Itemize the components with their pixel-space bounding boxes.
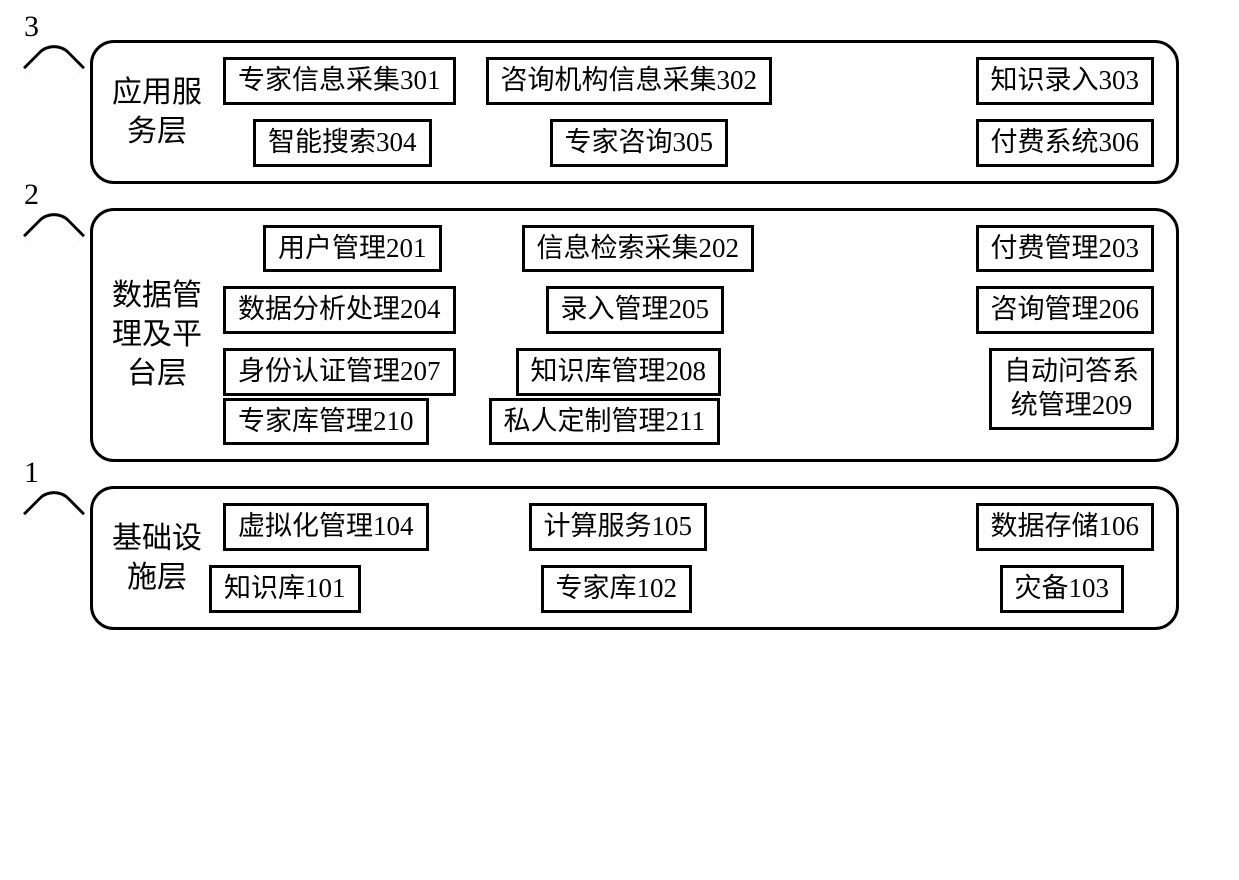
box-206: 咨询管理206 — [976, 286, 1155, 334]
box-201: 用户管理201 — [263, 225, 442, 273]
layer-3: 应用服 务层 专家信息采集301 咨询机构信息采集302 知识录入303 智能搜… — [90, 40, 1179, 184]
box-207: 身份认证管理207 — [223, 348, 456, 396]
box-210: 专家库管理210 — [223, 398, 429, 446]
layer-number-2: 2 — [24, 178, 39, 212]
layer-2: 数据管 理及平 台层 用户管理201 信息检索采集202 付费管理203 数据分… — [90, 208, 1179, 463]
layer-3-wrap: 3 应用服 务层 专家信息采集301 咨询机构信息采集302 知识录入303 智… — [90, 40, 1179, 184]
box-101: 知识库101 — [209, 565, 361, 613]
layer-2-row-3: 专家库管理210 私人定制管理211 — [223, 398, 1154, 446]
layer-number-1: 1 — [24, 456, 39, 490]
box-211: 私人定制管理211 — [489, 398, 721, 446]
layer-2-row-1: 数据分析处理204 录入管理205 咨询管理206 — [223, 286, 1154, 334]
layer-2-title: 数据管 理及平 台层 — [111, 276, 203, 393]
box-303: 知识录入303 — [976, 57, 1155, 105]
box-204: 数据分析处理204 — [223, 286, 456, 334]
box-103: 灾备103 — [1000, 565, 1125, 613]
layer-2-row-0: 用户管理201 信息检索采集202 付费管理203 — [223, 225, 1154, 273]
box-205: 录入管理205 — [546, 286, 725, 334]
layer-2-rows: 用户管理201 信息检索采集202 付费管理203 数据分析处理204 录入管理… — [223, 225, 1154, 446]
architecture-diagram: 3 应用服 务层 专家信息采集301 咨询机构信息采集302 知识录入303 智… — [90, 40, 1179, 630]
layer-3-row-1: 智能搜索304 专家咨询305 付费系统306 — [223, 119, 1154, 167]
layer-3-rows: 专家信息采集301 咨询机构信息采集302 知识录入303 智能搜索304 专家… — [223, 57, 1154, 167]
layer-hook-1 — [23, 482, 85, 544]
layer-2-wrap: 2 数据管 理及平 台层 用户管理201 信息检索采集202 付费管理203 数… — [90, 208, 1179, 463]
box-102: 专家库102 — [541, 565, 693, 613]
layer-hook-2 — [23, 204, 85, 266]
layer-1-rows: 虚拟化管理104 计算服务105 数据存储106 知识库101 专家库102 灾… — [223, 503, 1154, 613]
box-301: 专家信息采集301 — [223, 57, 456, 105]
box-202: 信息检索采集202 — [522, 225, 755, 273]
box-305: 专家咨询305 — [550, 119, 729, 167]
box-106: 数据存储106 — [976, 503, 1155, 551]
box-302: 咨询机构信息采集302 — [486, 57, 773, 105]
layer-1-row-1: 知识库101 专家库102 灾备103 — [223, 565, 1154, 613]
layer-1-title: 基础设 施层 — [111, 519, 203, 597]
layer-3-row-0: 专家信息采集301 咨询机构信息采集302 知识录入303 — [223, 57, 1154, 105]
box-304: 智能搜索304 — [253, 119, 432, 167]
layer-hook-3 — [23, 36, 85, 98]
layer-1-row-0: 虚拟化管理104 计算服务105 数据存储106 — [223, 503, 1154, 551]
layer-1: 基础设 施层 虚拟化管理104 计算服务105 数据存储106 知识库101 专… — [90, 486, 1179, 630]
box-203: 付费管理203 — [976, 225, 1155, 273]
box-105: 计算服务105 — [529, 503, 708, 551]
layer-3-title: 应用服 务层 — [111, 73, 203, 151]
box-104: 虚拟化管理104 — [223, 503, 429, 551]
layer-1-wrap: 1 基础设 施层 虚拟化管理104 计算服务105 数据存储106 知识库101… — [90, 486, 1179, 630]
box-306: 付费系统306 — [976, 119, 1155, 167]
layer-number-3: 3 — [24, 10, 39, 44]
box-208: 知识库管理208 — [516, 348, 722, 396]
